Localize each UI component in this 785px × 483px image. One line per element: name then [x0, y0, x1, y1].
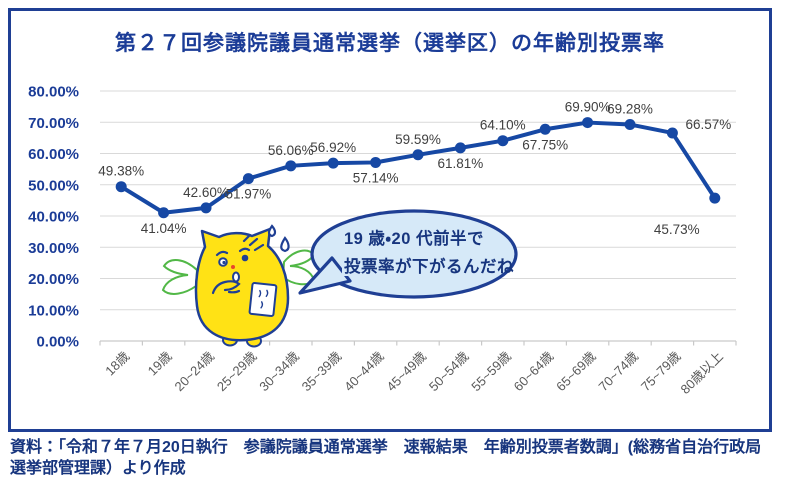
chart-title: 第２７回参議院議員通常選挙（選挙区）の年齢別投票率 [115, 32, 665, 55]
source-note: 資料：「令和７年７月20日執行 参議院議員通常選挙 速報結果 年齢別投票者数調」… [10, 439, 762, 477]
chart-frame: 第２７回参議院議員通常選挙（選挙区）の年齢別投票率 [8, 8, 772, 432]
